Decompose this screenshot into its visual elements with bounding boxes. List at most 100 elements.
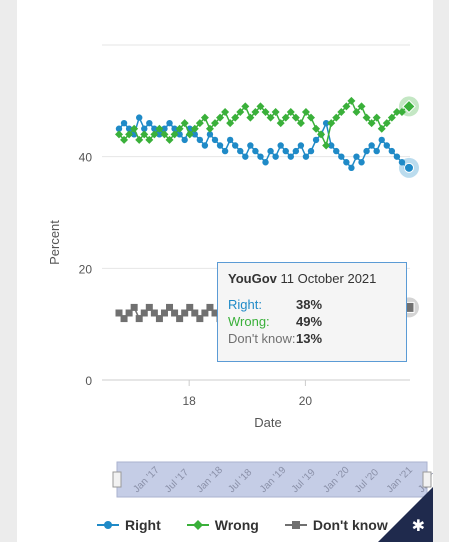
y-tick-label: 20 [79, 262, 93, 276]
data-point-right [136, 114, 143, 121]
data-point-wrong [387, 113, 396, 122]
tooltip-label-right: Right: [228, 297, 262, 312]
data-point-dont-know [130, 303, 138, 311]
data-point-wrong [397, 108, 406, 116]
data-point-right [120, 119, 128, 127]
data-point-wrong [115, 130, 123, 139]
data-point-dont-know [150, 309, 158, 317]
legend-item-dont-know[interactable]: Don't know [284, 517, 388, 533]
data-point-dont-know [171, 309, 179, 317]
legend-item-right[interactable]: Right [97, 517, 161, 533]
legend-label-right: Right [125, 517, 161, 533]
data-point-right [201, 142, 209, 149]
data-point-right [196, 136, 204, 144]
hover-tooltip: YouGov 11 October 2021 Right: 38% Wrong:… [217, 262, 407, 362]
data-point-wrong [241, 102, 250, 111]
data-point-wrong [190, 124, 199, 133]
data-point-right [216, 142, 224, 149]
data-point-right [166, 119, 173, 127]
data-point-wrong [130, 124, 139, 133]
data-point-wrong [372, 113, 381, 122]
data-point-right [388, 147, 396, 155]
data-point-wrong [377, 124, 386, 133]
data-point-right [181, 136, 188, 144]
data-point-wrong [332, 113, 341, 122]
data-point-right [247, 142, 254, 149]
data-point-dont-know [140, 309, 148, 317]
legend-label-wrong: Wrong [214, 517, 259, 533]
data-point-right [398, 159, 406, 166]
data-point-wrong [120, 135, 129, 144]
data-point-right [221, 147, 229, 155]
data-point-right [302, 153, 310, 160]
data-point-right [267, 147, 274, 155]
data-point-right [232, 142, 239, 149]
data-point-right [338, 153, 345, 160]
corner-badge [378, 487, 433, 542]
star-icon: ✱ [411, 518, 425, 535]
x-tick-label: 18 [182, 394, 196, 408]
data-point-dont-know [160, 309, 168, 317]
data-point-dont-know [186, 303, 194, 311]
tooltip-value-wrong: 49% [296, 314, 323, 329]
data-point-dont-know [166, 303, 174, 311]
data-point-wrong [301, 108, 310, 116]
series-line-0 [118, 115, 408, 170]
data-point-dont-know [191, 309, 199, 317]
legend-item-wrong[interactable]: Wrong [186, 517, 259, 533]
data-point-wrong [195, 119, 204, 128]
data-point-wrong [160, 130, 169, 139]
x-tick-label: 20 [299, 394, 313, 408]
data-point-right [373, 147, 380, 155]
tooltip-value-right: 38% [296, 297, 323, 312]
data-point-right [277, 142, 284, 149]
data-point-wrong [155, 124, 164, 133]
data-point-wrong [246, 113, 255, 122]
data-point-wrong [135, 135, 144, 144]
data-point-right [363, 147, 370, 155]
legend-swatch-dont-know [284, 521, 307, 529]
data-point-wrong [291, 113, 300, 122]
data-point-dont-know [125, 309, 133, 317]
data-point-wrong [322, 141, 331, 150]
data-point-wrong [236, 108, 245, 116]
chart-legend: Right Wrong Don't know [97, 517, 388, 533]
data-point-right [287, 153, 294, 160]
data-point-right [262, 159, 269, 166]
data-point-wrong [312, 124, 321, 133]
data-point-dont-know [196, 315, 204, 323]
data-point-right [242, 153, 249, 160]
data-point-wrong [317, 130, 326, 139]
tooltip-date: 11 October 2021 [280, 271, 377, 286]
data-point-right [358, 159, 365, 166]
data-point-right [156, 131, 163, 138]
legend-label-dont-know: Don't know [312, 517, 388, 533]
x-axis-title: Date [254, 415, 281, 430]
data-point-right [333, 147, 340, 155]
data-point-dont-know [176, 315, 184, 323]
highlight-point-right [404, 162, 414, 173]
data-point-right [282, 147, 289, 155]
data-point-right [226, 136, 234, 144]
legend-swatch-right [97, 521, 119, 529]
data-point-wrong [296, 119, 305, 128]
data-point-wrong [165, 135, 174, 144]
data-point-wrong [307, 113, 315, 122]
data-point-right [343, 159, 350, 166]
data-point-right [307, 147, 315, 155]
tooltip-pollster: YouGov [228, 271, 277, 286]
data-point-right [171, 125, 178, 132]
data-point-right [252, 147, 259, 155]
data-point-wrong [205, 124, 214, 133]
data-point-right [191, 131, 198, 138]
data-point-wrong [221, 108, 230, 116]
data-point-wrong [226, 119, 235, 128]
data-point-wrong [281, 113, 290, 122]
data-point-right [161, 125, 168, 132]
data-point-wrong [125, 130, 134, 139]
data-point-right [393, 153, 401, 160]
data-point-dont-know [145, 303, 153, 311]
data-point-wrong [342, 102, 351, 111]
data-point-right [151, 125, 158, 132]
